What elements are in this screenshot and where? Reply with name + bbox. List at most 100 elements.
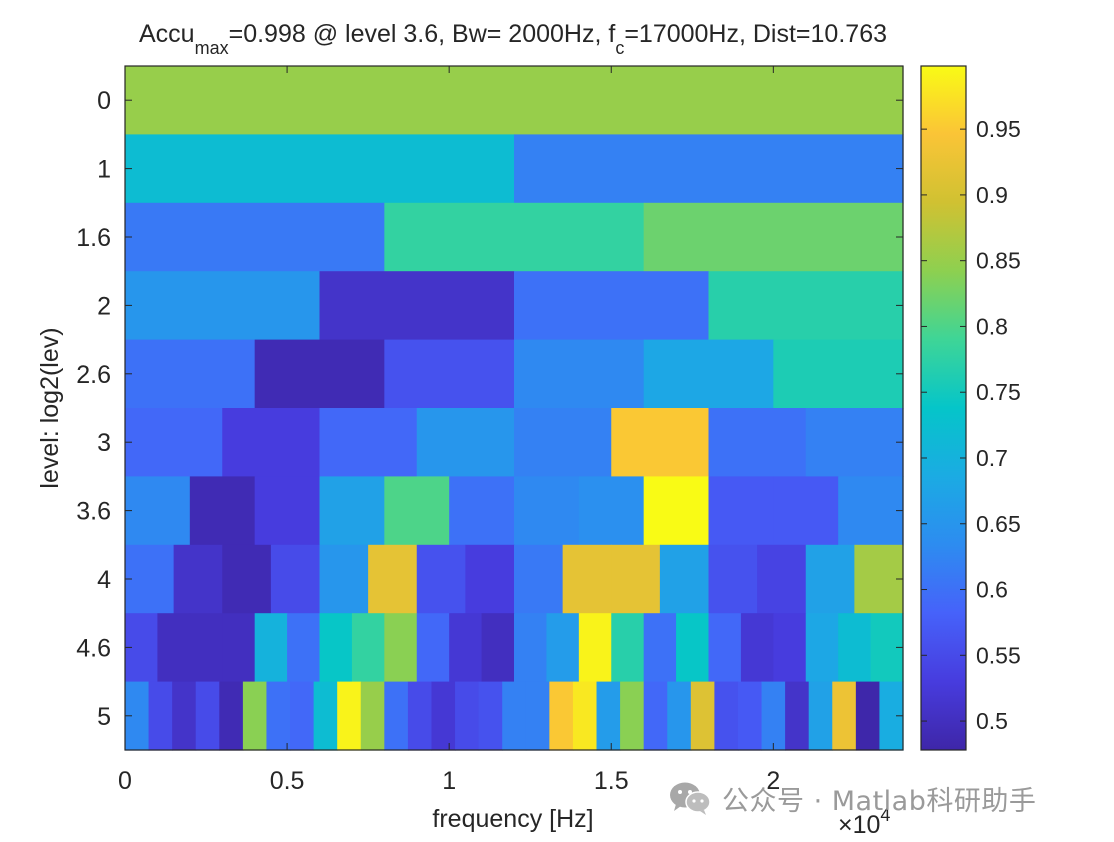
heatmap-cell xyxy=(189,476,256,546)
heatmap-cell xyxy=(157,613,191,683)
heatmap-cell xyxy=(676,613,710,683)
heatmap-cell xyxy=(578,476,645,546)
heatmap-cell xyxy=(431,681,456,751)
heatmap-cell xyxy=(838,613,872,683)
heatmap-cell xyxy=(125,202,385,272)
heatmap-cell xyxy=(172,681,197,751)
heatmap-cell xyxy=(189,613,223,683)
heatmap-cell xyxy=(546,613,580,683)
heatmap-cell xyxy=(368,544,418,614)
heatmap-cell xyxy=(319,544,369,614)
heatmap-cell xyxy=(125,339,256,409)
heatmap-cell xyxy=(514,339,645,409)
heatmap-cell xyxy=(596,681,621,751)
heatmap-cell xyxy=(659,544,710,614)
heatmap-cell xyxy=(416,613,450,683)
heatmap-cell xyxy=(620,681,645,751)
heatmap-cell xyxy=(761,681,786,751)
heatmap-cell xyxy=(254,613,288,683)
heatmap-cell xyxy=(173,544,223,614)
heatmap-cell xyxy=(254,476,321,546)
y-tick-label: 2.6 xyxy=(76,361,111,389)
y-tick-label: 0 xyxy=(97,87,111,115)
heatmap-cell xyxy=(384,476,450,546)
heatmap-cell xyxy=(667,681,692,751)
heatmap-cell xyxy=(737,681,763,751)
heatmap-cell xyxy=(578,613,612,683)
heatmap-cell xyxy=(773,476,839,546)
colorbar-tick-label: 0.55 xyxy=(976,642,1021,668)
heatmap-cell xyxy=(455,681,480,751)
heatmap-cell xyxy=(384,613,418,683)
heatmap-cell xyxy=(219,681,244,751)
heatmap-cell xyxy=(611,613,645,683)
x-tick-label: 0 xyxy=(118,767,132,795)
colorbar: 0.5 0.55 0.6 0.65 0.7 0.75 0.8 0.85 0.9 0.95 xyxy=(920,65,1021,751)
y-tick-label: 2 xyxy=(97,292,111,320)
colorbar-tick-label: 0.8 xyxy=(976,313,1008,339)
heatmap-cell xyxy=(773,613,807,683)
heatmap-cell xyxy=(195,681,220,751)
heatmap-cell xyxy=(708,408,807,477)
colorbar-gradient xyxy=(920,65,967,751)
heatmap-cell xyxy=(351,613,385,683)
heatmap-cell xyxy=(266,681,291,751)
y-tick-label: 1.6 xyxy=(76,224,111,252)
heatmap-cell xyxy=(125,134,515,204)
x-tick-label: 1.5 xyxy=(594,767,629,795)
heatmap-cell xyxy=(407,681,433,751)
heatmap-cell xyxy=(611,544,661,614)
y-tick-label: 4.6 xyxy=(76,634,111,662)
watermark: 公众号 · Matlab科研助手 xyxy=(668,778,1036,818)
heatmap-cell xyxy=(740,613,774,683)
heatmap-cell xyxy=(287,613,321,683)
heatmap-cell xyxy=(416,544,466,614)
heatmap-cell xyxy=(125,66,904,135)
heatmap-cell xyxy=(290,681,315,751)
heatmap-cell xyxy=(514,271,710,341)
heatmap-cell xyxy=(832,681,857,751)
y-tick-label: 3.6 xyxy=(76,498,111,526)
heatmap-cell xyxy=(481,613,515,683)
heatmap-cell xyxy=(562,544,612,614)
colorbar-tick-label: 0.6 xyxy=(976,577,1008,603)
y-tick-label: 1 xyxy=(97,156,111,184)
heatmap-cell xyxy=(855,681,881,751)
heatmap-cell xyxy=(549,681,574,751)
heatmap-cell xyxy=(337,681,362,751)
heatmap-cell xyxy=(643,476,710,546)
heatmap-cell xyxy=(514,613,548,683)
wechat-icon xyxy=(670,782,711,815)
heatmap-cell xyxy=(805,544,855,614)
watermark-text: 公众号 · Matlab科研助手 xyxy=(722,785,1037,817)
heatmap-cell xyxy=(643,613,677,683)
x-tick-label: 1 xyxy=(442,767,456,795)
heatmap-cell xyxy=(514,544,564,614)
heatmap-cell xyxy=(643,339,774,409)
x-axis: 0 0.5 1 1.5 2 xyxy=(118,66,780,795)
colorbar-tick-label: 0.9 xyxy=(976,182,1008,208)
heatmap-cell xyxy=(838,476,904,546)
heatmap-cell xyxy=(643,202,904,272)
heatmap-cells xyxy=(125,66,904,751)
heatmap-cell xyxy=(449,613,483,683)
heatmap-cell xyxy=(319,613,353,683)
heatmap-cell xyxy=(478,681,503,751)
heatmap-cell xyxy=(319,476,385,546)
heatmap-cell xyxy=(773,339,904,409)
heatmap-cell xyxy=(708,544,758,614)
heatmap-cell xyxy=(125,544,175,614)
heatmap-cell xyxy=(643,681,668,751)
heatmap-cell xyxy=(757,544,807,614)
heatmap-cell xyxy=(514,476,580,546)
heatmap-cell xyxy=(254,339,385,409)
heatmap-cell xyxy=(714,681,739,751)
chart-title: Accumax=0.998 @ level 3.6, Bw= 2000Hz, f… xyxy=(139,20,887,58)
heatmap-cell xyxy=(449,476,515,546)
heatmap-cell xyxy=(360,681,385,751)
x-axis-exponent: ×104 xyxy=(838,805,890,839)
colorbar-tick-label: 0.95 xyxy=(976,116,1021,142)
heatmap-cell xyxy=(416,408,515,477)
heatmap-cell xyxy=(514,134,904,204)
